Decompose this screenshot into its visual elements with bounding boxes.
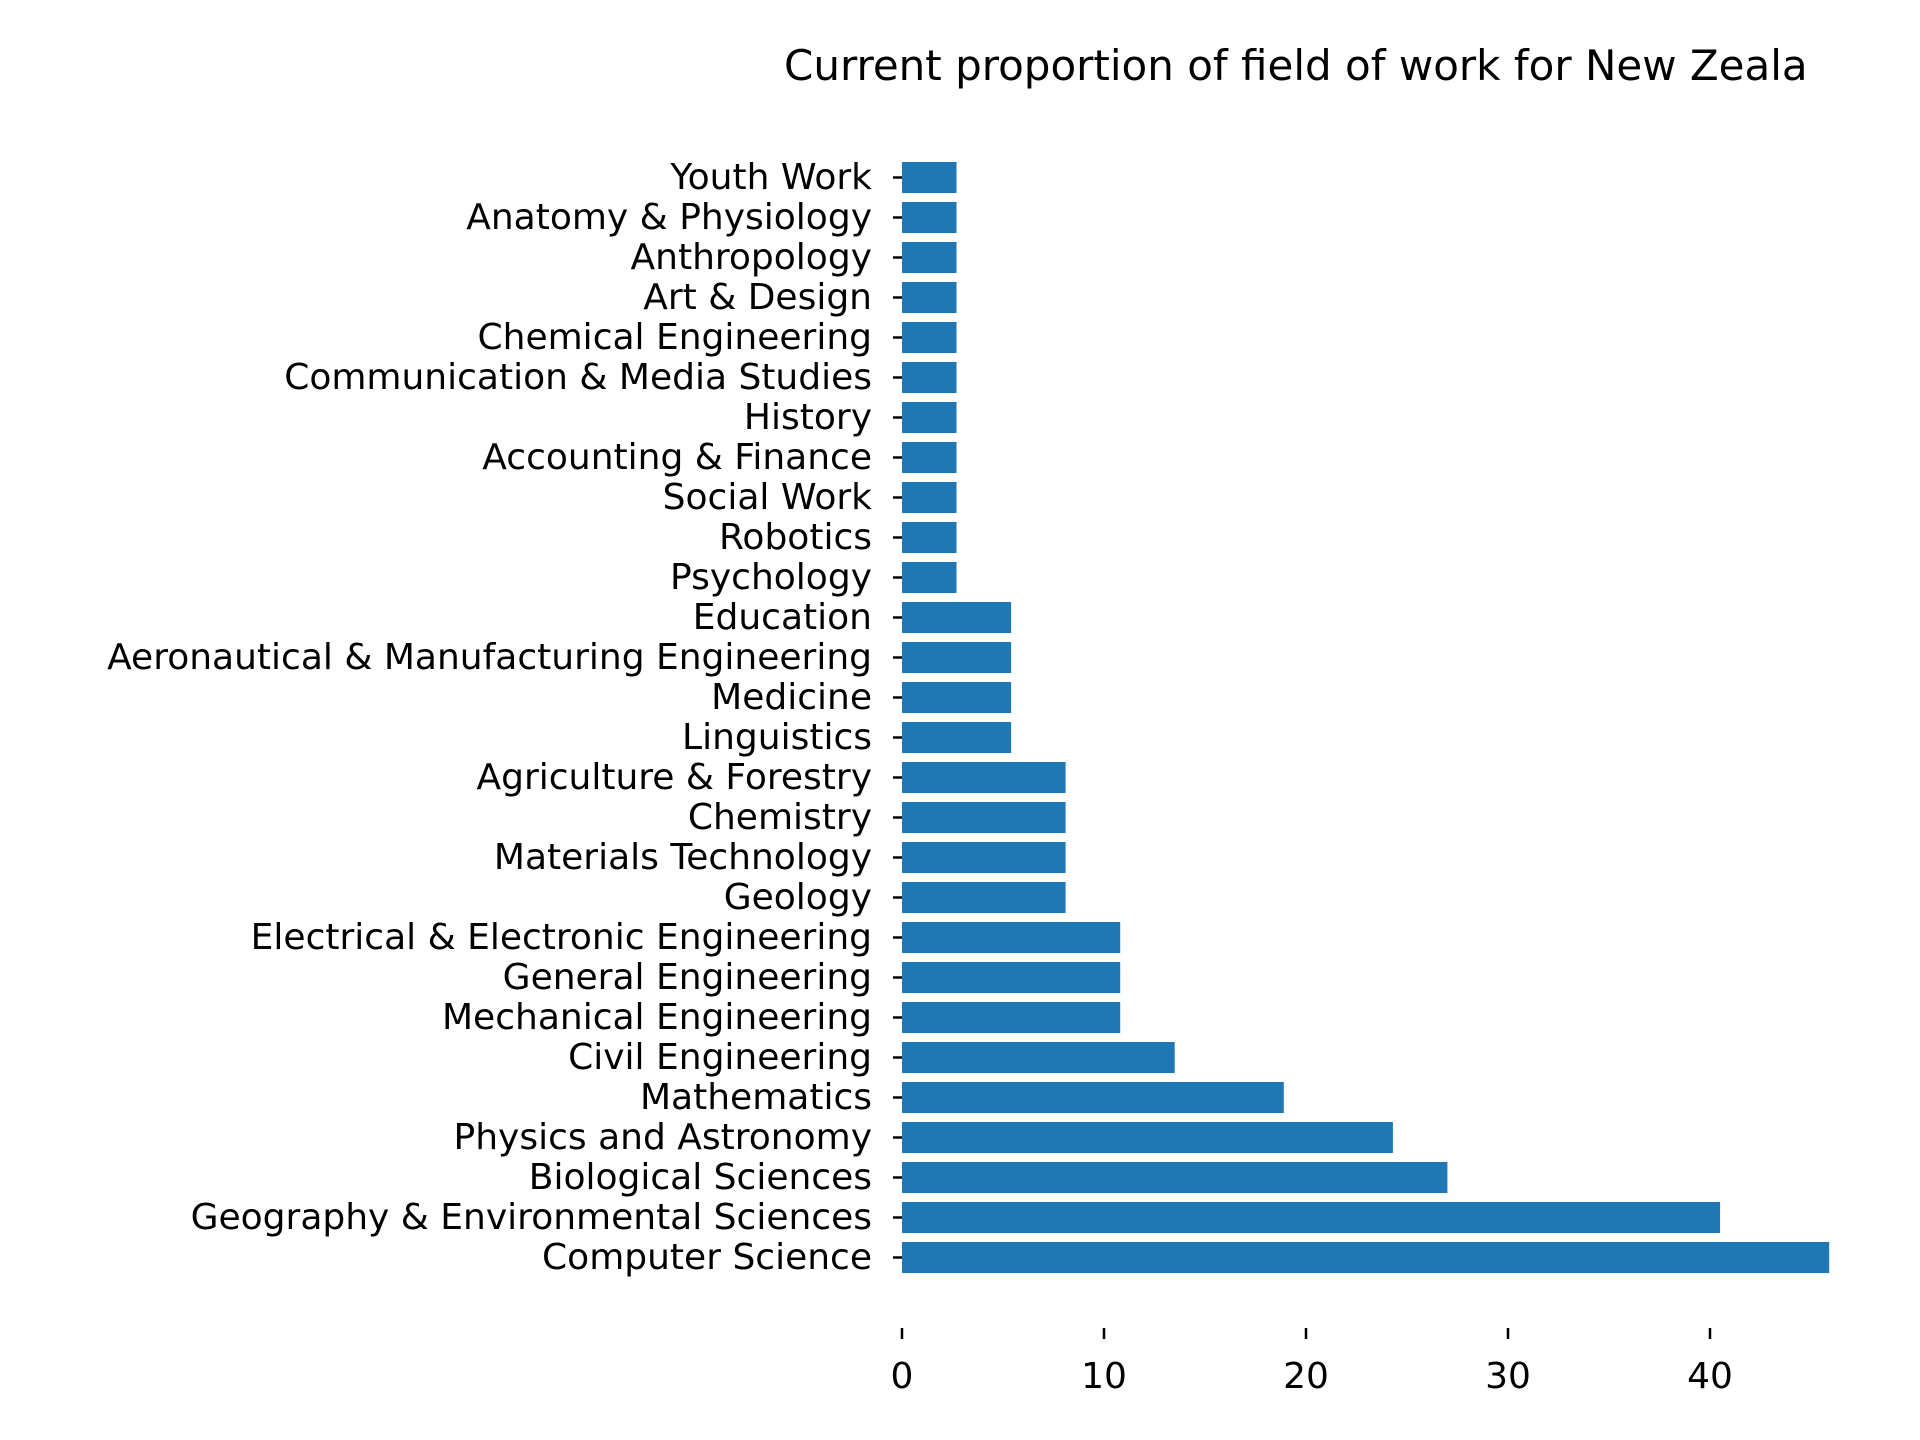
bar-aeronautical-and-manufacturing-engineering: [902, 642, 1012, 673]
bar-mechanical-engineering: [902, 1002, 1121, 1033]
y-tick-label-linguistics: Linguistics: [682, 717, 872, 758]
bar-social-work: [902, 482, 957, 513]
y-tick-label-art-and-design: Art & Design: [643, 277, 872, 318]
bar-history: [902, 402, 957, 433]
y-tick-label-psychology: Psychology: [670, 557, 872, 598]
bar-education: [902, 602, 1012, 633]
bar-medicine: [902, 682, 1012, 713]
y-tick-label-general-engineering: General Engineering: [503, 957, 872, 998]
bar-geology: [902, 882, 1066, 913]
y-tick-label-aeronautical-and-manufacturing-engineering: Aeronautical & Manufacturing Engineering: [107, 637, 872, 678]
x-tick-label-40: 40: [1687, 1356, 1733, 1397]
bar-general-engineering: [902, 962, 1121, 993]
bar-linguistics: [902, 722, 1012, 753]
x-tick-label-10: 10: [1081, 1356, 1127, 1397]
y-tick-label-social-work: Social Work: [663, 477, 872, 518]
bar-art-and-design: [902, 282, 957, 313]
y-tick-label-mechanical-engineering: Mechanical Engineering: [442, 997, 872, 1038]
bar-physics-and-astronomy: [902, 1122, 1393, 1153]
y-tick-label-chemical-engineering: Chemical Engineering: [478, 317, 872, 358]
y-tick-label-agriculture-and-forestry: Agriculture & Forestry: [476, 757, 872, 798]
bar-materials-technology: [902, 842, 1066, 873]
y-tick-label-youth-work: Youth Work: [669, 157, 872, 198]
x-axis: 0 10 20 30 40: [891, 1328, 1733, 1397]
y-tick-label-biological-sciences: Biological Sciences: [529, 1157, 872, 1198]
bar-accounting-and-finance: [902, 442, 957, 473]
bar-civil-engineering: [902, 1042, 1175, 1073]
bar-electrical-and-electronic-engineering: [902, 922, 1121, 953]
y-tick-label-geology: Geology: [724, 877, 872, 918]
y-tick-label-history: History: [744, 397, 872, 438]
bar-mathematics: [902, 1082, 1284, 1113]
bar-computer-science: [902, 1242, 1830, 1273]
bar-geography-and-environmental-sciences: [902, 1202, 1721, 1233]
bars: [902, 162, 1830, 1273]
bar-anatomy-and-physiology: [902, 202, 957, 233]
chart-title: Current proportion of field of work for …: [784, 41, 1808, 90]
bar-chemistry: [902, 802, 1066, 833]
y-tick-label-anatomy-and-physiology: Anatomy & Physiology: [466, 197, 872, 238]
y-tick-label-education: Education: [693, 597, 872, 638]
bar-communication-and-media-studies: [902, 362, 957, 393]
y-tick-label-robotics: Robotics: [719, 517, 872, 558]
bar-biological-sciences: [902, 1162, 1448, 1193]
bar-youth-work: [902, 162, 957, 193]
y-tick-label-geography-and-environmental-sciences: Geography & Environmental Sciences: [191, 1197, 872, 1238]
y-tick-label-medicine: Medicine: [711, 677, 872, 718]
bar-chemical-engineering: [902, 322, 957, 353]
y-tick-label-accounting-and-finance: Accounting & Finance: [482, 437, 872, 478]
y-tick-label-communication-and-media-studies: Communication & Media Studies: [284, 357, 872, 398]
bar-robotics: [902, 522, 957, 553]
x-tick-label-20: 20: [1283, 1356, 1329, 1397]
y-tick-label-materials-technology: Materials Technology: [494, 837, 872, 878]
y-tick-label-anthropology: Anthropology: [631, 237, 872, 278]
y-tick-label-computer-science: Computer Science: [542, 1237, 872, 1278]
x-tick-label-0: 0: [891, 1356, 914, 1397]
x-tick-label-30: 30: [1485, 1356, 1531, 1397]
bar-anthropology: [902, 242, 957, 273]
y-tick-label-electrical-and-electronic-engineering: Electrical & Electronic Engineering: [251, 917, 872, 958]
y-tick-label-physics-and-astronomy: Physics and Astronomy: [454, 1117, 873, 1158]
y-tick-label-chemistry: Chemistry: [688, 797, 872, 838]
bar-agriculture-and-forestry: [902, 762, 1066, 793]
y-tick-label-mathematics: Mathematics: [640, 1077, 872, 1118]
y-tick-label-civil-engineering: Civil Engineering: [568, 1037, 872, 1078]
bar-psychology: [902, 562, 957, 593]
